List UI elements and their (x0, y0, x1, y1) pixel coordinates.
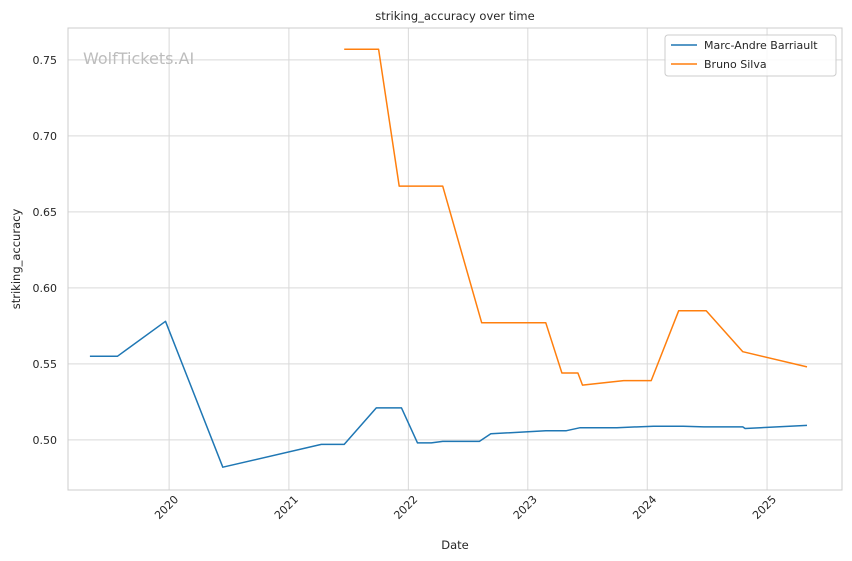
x-tick-label: 2021 (272, 493, 301, 522)
legend-label-marc-andre-barriault: Marc-Andre Barriault (704, 39, 818, 52)
grid (68, 28, 842, 490)
y-tick-label: 0.55 (33, 358, 58, 371)
chart-title: striking_accuracy over time (375, 9, 534, 23)
series-lines (89, 48, 808, 468)
x-tick-label: 2023 (511, 493, 540, 522)
series-line-bruno-silva (344, 48, 808, 386)
plot-area-frame (67, 27, 843, 491)
x-axis-label: Date (441, 538, 469, 552)
series-line-marc-andre-barriault (89, 320, 808, 468)
y-tick-label: 0.70 (33, 130, 58, 143)
legend-box (664, 34, 837, 77)
x-tick-label: 2024 (630, 493, 659, 522)
y-tick-label: 0.50 (33, 434, 58, 447)
legend-label-bruno-silva: Bruno Silva (704, 58, 767, 71)
y-tick-label: 0.60 (33, 282, 58, 295)
x-tick-label: 2022 (391, 493, 420, 522)
watermark: WolfTickets.AI (83, 49, 194, 68)
y-axis-ticks: 0.50 0.55 0.60 0.65 0.70 0.75 (33, 54, 58, 447)
x-axis-ticks: 2020 2021 2022 2023 2024 2025 (152, 493, 779, 522)
y-axis-label: striking_accuracy (9, 209, 23, 310)
legend: Marc-Andre Barriault Bruno Silva (664, 34, 837, 77)
x-tick-label: 2020 (152, 493, 181, 522)
y-tick-label: 0.65 (33, 206, 58, 219)
x-tick-label: 2025 (750, 493, 779, 522)
y-tick-label: 0.75 (33, 54, 58, 67)
